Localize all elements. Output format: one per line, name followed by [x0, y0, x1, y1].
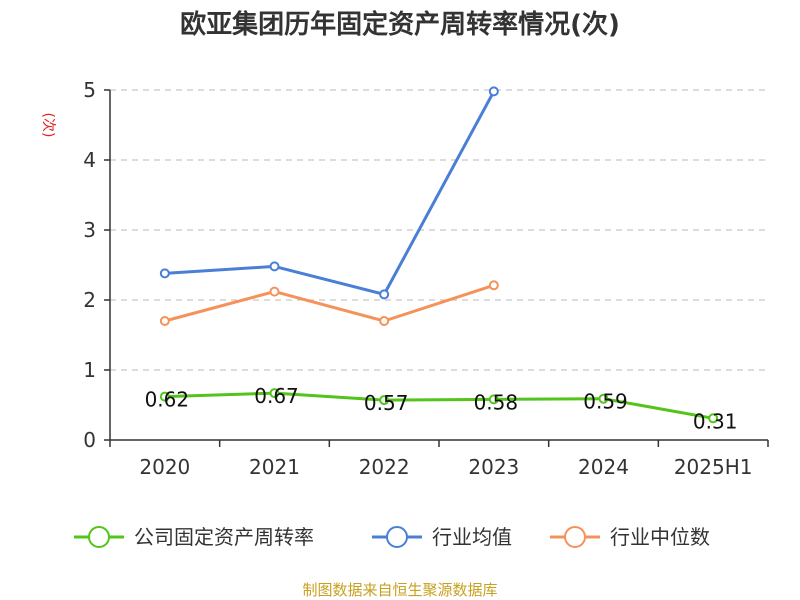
legend-label: 行业均值 — [432, 525, 512, 549]
series-lines — [159, 86, 719, 424]
data-point-1[interactable] — [269, 261, 280, 272]
legend-item-2[interactable]: 行业中位数 — [550, 525, 710, 549]
legend-label: 公司固定资产周转率 — [134, 525, 314, 549]
chart-title: 欧亚集团历年固定资产周转率情况(次) — [180, 9, 620, 40]
y-tick-label: 2 — [83, 288, 96, 312]
data-point-1[interactable] — [159, 268, 170, 279]
data-point-0[interactable] — [159, 391, 170, 402]
data-label: 0.62 — [145, 388, 190, 412]
x-tick-label: 2022 — [359, 455, 410, 479]
data-label: 0.67 — [254, 384, 299, 408]
data-point-2[interactable] — [159, 316, 170, 326]
x-tick-label: 2021 — [249, 455, 300, 479]
data-point-1[interactable] — [488, 86, 499, 97]
x-tick-label: 2025H1 — [674, 455, 753, 479]
data-point-2[interactable] — [488, 280, 499, 291]
data-label: 0.58 — [474, 390, 519, 414]
x-tick-label: 2024 — [578, 455, 629, 479]
y-tick-label: 0 — [83, 428, 96, 452]
grid-lines — [110, 89, 768, 371]
data-label: 0.57 — [364, 391, 409, 415]
legend-marker — [386, 526, 408, 548]
data-point-0[interactable] — [269, 388, 280, 399]
y-tick-label: 4 — [83, 148, 96, 172]
data-label: 0.31 — [693, 409, 738, 433]
legend-item-1[interactable]: 行业均值 — [372, 525, 512, 549]
data-point-0[interactable] — [379, 395, 390, 406]
legend-marker — [564, 526, 586, 548]
y-tick-label: 5 — [83, 78, 96, 102]
data-point-2[interactable] — [379, 316, 390, 326]
legend-label: 行业中位数 — [610, 525, 710, 549]
data-point-0[interactable] — [488, 394, 499, 405]
legend-marker — [88, 526, 110, 548]
data-labels: 0.62 0.67 0.57 0.58 0.59 0.31 — [145, 384, 738, 433]
x-tick-label: 2023 — [468, 455, 519, 479]
data-source-note: 制图数据来自恒生聚源数据库 — [302, 581, 497, 599]
data-point-2[interactable] — [269, 286, 280, 297]
y-axis-unit-label: (次) — [40, 113, 56, 138]
axes: 0 1 2 3 4 5 2020 2021 2022 2023 2024 2025H1 — [83, 78, 769, 479]
data-label: 0.59 — [583, 390, 628, 414]
series-line-1 — [164, 90, 496, 296]
y-tick-label: 3 — [83, 218, 96, 242]
series-line-2 — [164, 283, 495, 323]
data-point-0[interactable] — [598, 393, 609, 404]
data-point-1[interactable] — [379, 289, 390, 300]
legend-item-0[interactable]: 公司固定资产周转率 — [74, 525, 314, 549]
data-point-0[interactable] — [708, 413, 719, 424]
legend[interactable]: 公司固定资产周转率 行业均值 行业中位数 — [74, 525, 710, 549]
y-tick-label: 1 — [83, 358, 96, 382]
series-line-0 — [164, 391, 714, 420]
x-tick-label: 2020 — [139, 455, 190, 479]
